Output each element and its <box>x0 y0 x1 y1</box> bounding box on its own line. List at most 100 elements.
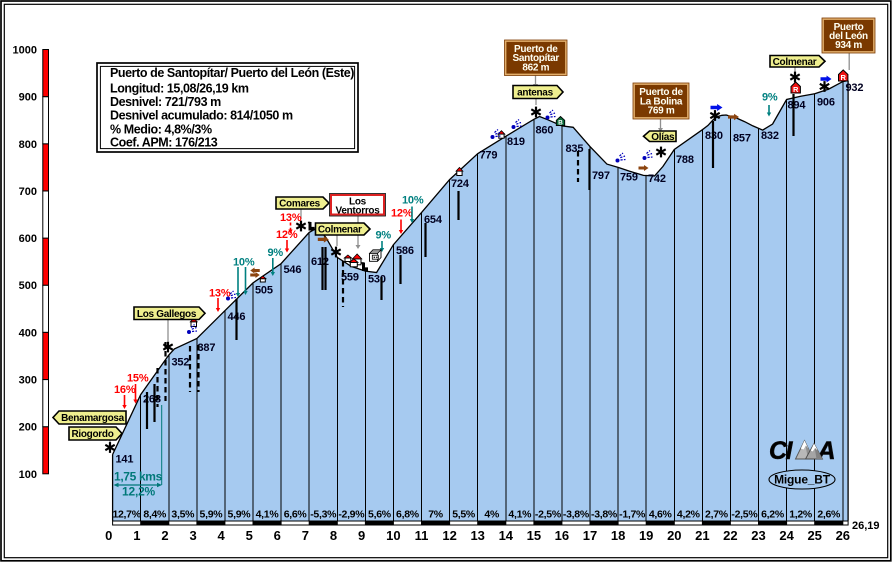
svg-text:22: 22 <box>723 528 737 543</box>
svg-text:13%: 13% <box>280 212 302 224</box>
svg-text:600: 600 <box>19 233 37 245</box>
svg-text:9%: 9% <box>376 230 392 242</box>
svg-text:A: A <box>817 437 836 465</box>
svg-text:2,7%: 2,7% <box>705 509 729 521</box>
svg-text:21: 21 <box>695 528 709 543</box>
svg-text:Riogordo: Riogordo <box>71 429 113 440</box>
svg-text:La Bolina: La Bolina <box>640 96 683 107</box>
svg-text:6: 6 <box>274 528 281 543</box>
svg-text:-3,8%: -3,8% <box>563 509 590 521</box>
svg-text:586: 586 <box>396 245 414 257</box>
svg-text:13: 13 <box>470 528 484 543</box>
svg-text:Puerto: Puerto <box>834 22 864 33</box>
svg-text:Benamargosa: Benamargosa <box>61 413 125 424</box>
svg-text:835: 835 <box>566 143 584 155</box>
svg-text:4,1%: 4,1% <box>256 509 280 521</box>
svg-text:779: 779 <box>480 150 498 162</box>
svg-text:Desnivel: 721/793 m: Desnivel: 721/793 m <box>110 95 221 109</box>
svg-text:860: 860 <box>536 125 554 137</box>
svg-text:546: 546 <box>284 264 302 276</box>
svg-text:759: 759 <box>620 172 638 184</box>
svg-text:25: 25 <box>807 528 821 543</box>
svg-text:500: 500 <box>19 280 37 292</box>
svg-text:724: 724 <box>451 178 470 190</box>
svg-text:2: 2 <box>161 528 168 543</box>
svg-text:4%: 4% <box>484 509 500 521</box>
svg-text:6,6%: 6,6% <box>284 509 308 521</box>
svg-text:5,9%: 5,9% <box>200 509 224 521</box>
svg-text:-2,9%: -2,9% <box>338 509 365 521</box>
svg-text:9%: 9% <box>762 92 778 104</box>
svg-text:15: 15 <box>527 528 541 543</box>
svg-text:19: 19 <box>639 528 653 543</box>
svg-text:819: 819 <box>507 136 525 148</box>
svg-text:894: 894 <box>788 100 807 112</box>
svg-text:14: 14 <box>499 528 514 543</box>
svg-text:Puerto de Santopítar/ Puerto d: Puerto de Santopítar/ Puerto del León (E… <box>110 66 354 80</box>
svg-text:141: 141 <box>116 454 134 466</box>
svg-text:932: 932 <box>846 82 864 94</box>
svg-text:20: 20 <box>667 528 681 543</box>
svg-text:B: B <box>558 120 563 127</box>
svg-text:Migue_BT: Migue_BT <box>774 473 831 487</box>
svg-text:16%: 16% <box>114 384 136 396</box>
svg-text:10%: 10% <box>233 257 255 269</box>
svg-text:% Medio: 4,8%/3%: % Medio: 4,8%/3% <box>110 123 212 137</box>
svg-text:R: R <box>793 85 799 94</box>
svg-text:857: 857 <box>733 133 751 145</box>
svg-text:-2,5%: -2,5% <box>731 509 758 521</box>
svg-text:Longitud: 15,08/26,19 km: Longitud: 15,08/26,19 km <box>110 82 249 96</box>
svg-text:13%: 13% <box>209 288 231 300</box>
svg-text:400: 400 <box>19 327 37 339</box>
svg-text:-5,3%: -5,3% <box>310 509 337 521</box>
svg-text:Los: Los <box>349 197 367 208</box>
svg-text:4,1%: 4,1% <box>508 509 532 521</box>
svg-text:387: 387 <box>198 342 216 354</box>
svg-text:4,6%: 4,6% <box>649 509 673 521</box>
svg-text:R: R <box>840 73 846 82</box>
svg-text:Colmenar: Colmenar <box>318 225 362 236</box>
svg-text:4: 4 <box>217 528 225 543</box>
svg-text:10: 10 <box>386 528 400 543</box>
svg-text:Santopítar: Santopítar <box>513 53 560 64</box>
svg-text:5,9%: 5,9% <box>228 509 252 521</box>
svg-text:Los Gallegos: Los Gallegos <box>137 309 197 320</box>
svg-text:559: 559 <box>341 272 359 284</box>
svg-text:100: 100 <box>19 469 37 481</box>
svg-text:Puerto de: Puerto de <box>514 44 558 55</box>
svg-text:18: 18 <box>611 528 625 543</box>
svg-text:7: 7 <box>302 528 309 543</box>
svg-text:742: 742 <box>648 173 666 185</box>
svg-text:934 m: 934 m <box>835 40 862 51</box>
svg-text:6,2%: 6,2% <box>761 509 785 521</box>
svg-text:Coef. APM: 176/213: Coef. APM: 176/213 <box>110 135 218 149</box>
svg-text:Comares: Comares <box>279 199 320 210</box>
svg-text:10%: 10% <box>402 195 424 207</box>
svg-text:8: 8 <box>330 528 337 543</box>
svg-text:1: 1 <box>133 528 140 543</box>
svg-text:-1,7%: -1,7% <box>619 509 646 521</box>
svg-text:906: 906 <box>817 97 835 109</box>
svg-text:8,4%: 8,4% <box>143 509 167 521</box>
svg-text:24: 24 <box>779 528 794 543</box>
svg-text:3,5%: 3,5% <box>171 509 195 521</box>
svg-text:11: 11 <box>415 528 429 543</box>
svg-text:26: 26 <box>836 528 850 543</box>
svg-text:16: 16 <box>555 528 569 543</box>
svg-text:800: 800 <box>19 139 37 151</box>
svg-text:797: 797 <box>592 170 610 182</box>
svg-text:Olías: Olías <box>651 132 675 143</box>
svg-text:654: 654 <box>424 214 443 226</box>
svg-text:-2,5%: -2,5% <box>535 509 562 521</box>
svg-text:15%: 15% <box>127 373 149 385</box>
svg-text:7%: 7% <box>428 509 444 521</box>
svg-text:862 m: 862 m <box>522 62 549 73</box>
svg-text:6,8%: 6,8% <box>396 509 420 521</box>
svg-text:200: 200 <box>19 422 37 434</box>
svg-text:12,7%: 12,7% <box>112 509 141 521</box>
svg-text:Ventorros: Ventorros <box>336 206 381 217</box>
svg-text:5,6%: 5,6% <box>368 509 392 521</box>
svg-text:700: 700 <box>19 186 37 198</box>
svg-text:Puerto de: Puerto de <box>639 87 683 98</box>
svg-text:23: 23 <box>751 528 765 543</box>
